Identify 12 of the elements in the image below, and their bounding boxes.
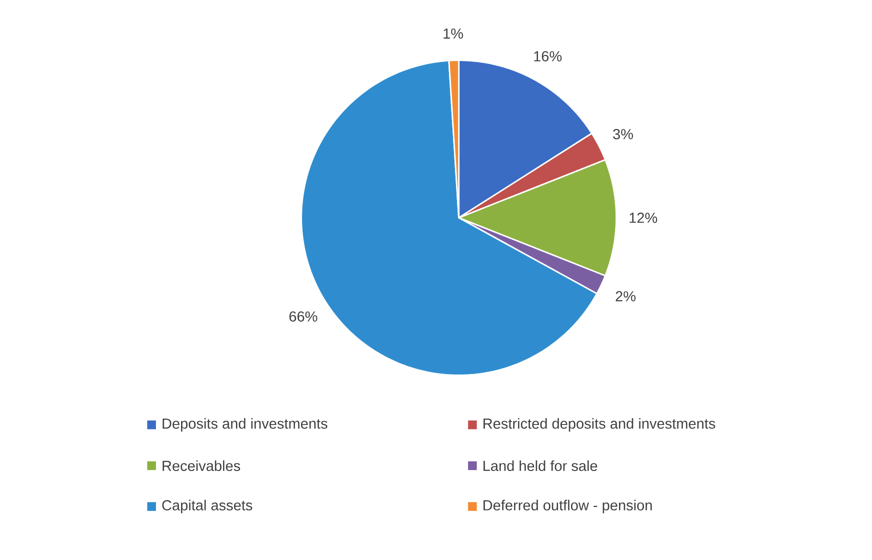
legend-label: Deposits and investments (162, 418, 328, 432)
legend-label: Capital assets (162, 500, 252, 514)
data-label: 2% (616, 291, 636, 302)
data-label: 66% (289, 311, 318, 322)
data-label: 12% (630, 212, 658, 223)
legend-label: Restricted deposits and investments (484, 418, 716, 432)
data-label: 3% (613, 128, 633, 140)
data-label: 16% (534, 51, 562, 62)
legend-label: Land held for sale (484, 460, 598, 472)
data-label: 1% (444, 28, 464, 39)
legend-label: Receivables (162, 460, 240, 472)
legend-label: Deferred outflow - pension (484, 500, 652, 514)
